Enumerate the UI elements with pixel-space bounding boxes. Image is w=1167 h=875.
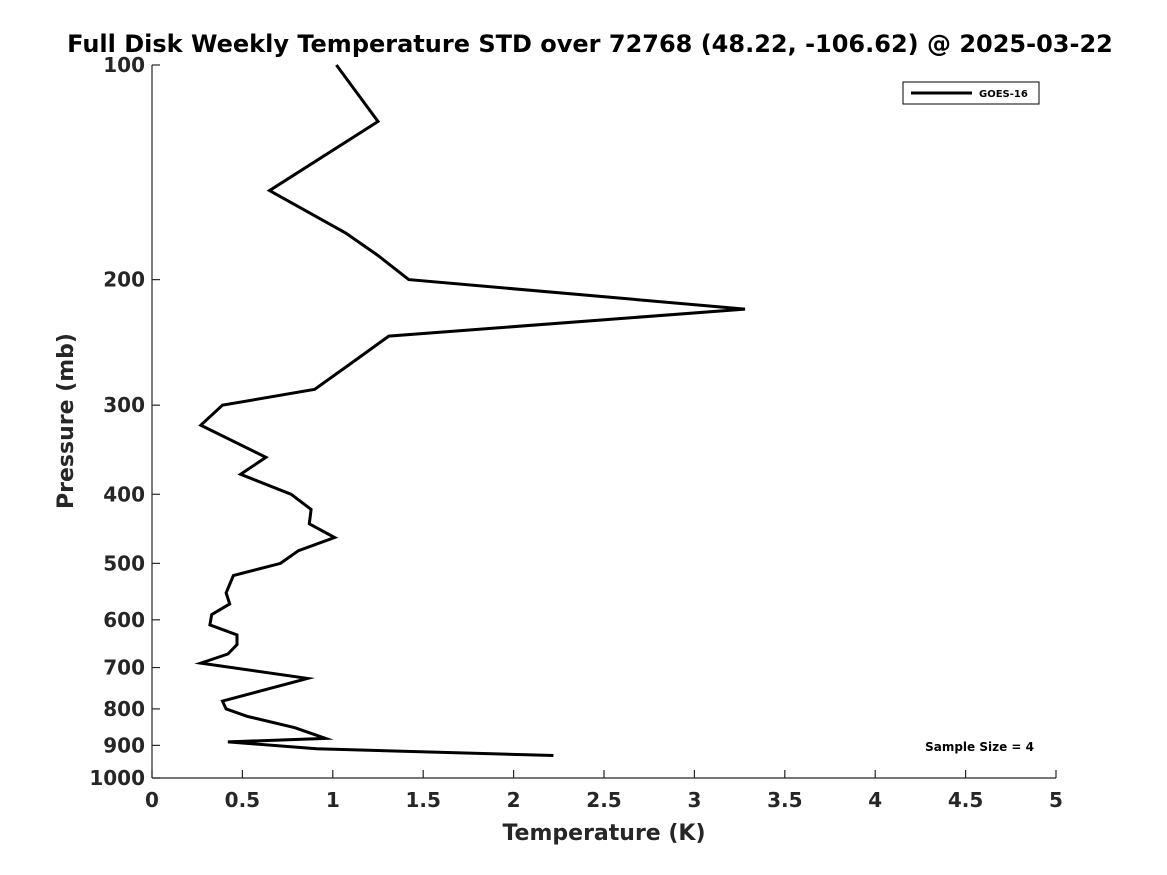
x-tick-label: 3 [687,788,701,812]
legend: GOES-16 [902,81,1040,105]
y-tick-label: 700 [103,656,145,680]
sample-size-annotation: Sample Size = 4 [925,740,1034,754]
x-axis-ticks: 0 0.5 1 1.5 2 2.5 3 3.5 4 4.5 5 [145,770,1063,812]
x-tick-label: 2.5 [586,788,621,812]
x-tick-label: 0 [145,788,159,812]
series-line-goes-16 [194,64,746,757]
x-tick-label: 1 [326,788,340,812]
x-tick-label: 2 [507,788,521,812]
x-tick-label: 3.5 [767,788,802,812]
y-tick-label: 800 [103,697,145,721]
y-tick-label: 300 [103,393,145,417]
x-tick-label: 1.5 [405,788,440,812]
y-tick-label: 600 [103,608,145,632]
y-tick-label: 500 [103,551,145,575]
series-group [194,64,746,757]
y-axis-ticks: 100 200 300 400 500 600 700 800 900 1000 [89,53,160,790]
x-tick-label: 0.5 [225,788,260,812]
x-axis-label: Temperature (K) [502,821,705,846]
x-tick-label: 4.5 [948,788,983,812]
plot-area [152,65,1056,778]
y-tick-label: 200 [103,268,145,292]
chart-title: Full Disk Weekly Temperature STD over 72… [67,30,1113,58]
x-tick-label: 5 [1049,788,1063,812]
y-tick-label: 900 [103,733,145,757]
y-tick-label: 1000 [89,766,145,790]
y-tick-label: 100 [103,53,145,77]
y-axis-label: Pressure (mb) [54,333,79,509]
x-tick-label: 4 [868,788,882,812]
y-tick-label: 400 [103,482,145,506]
legend-label: GOES-16 [979,89,1028,100]
